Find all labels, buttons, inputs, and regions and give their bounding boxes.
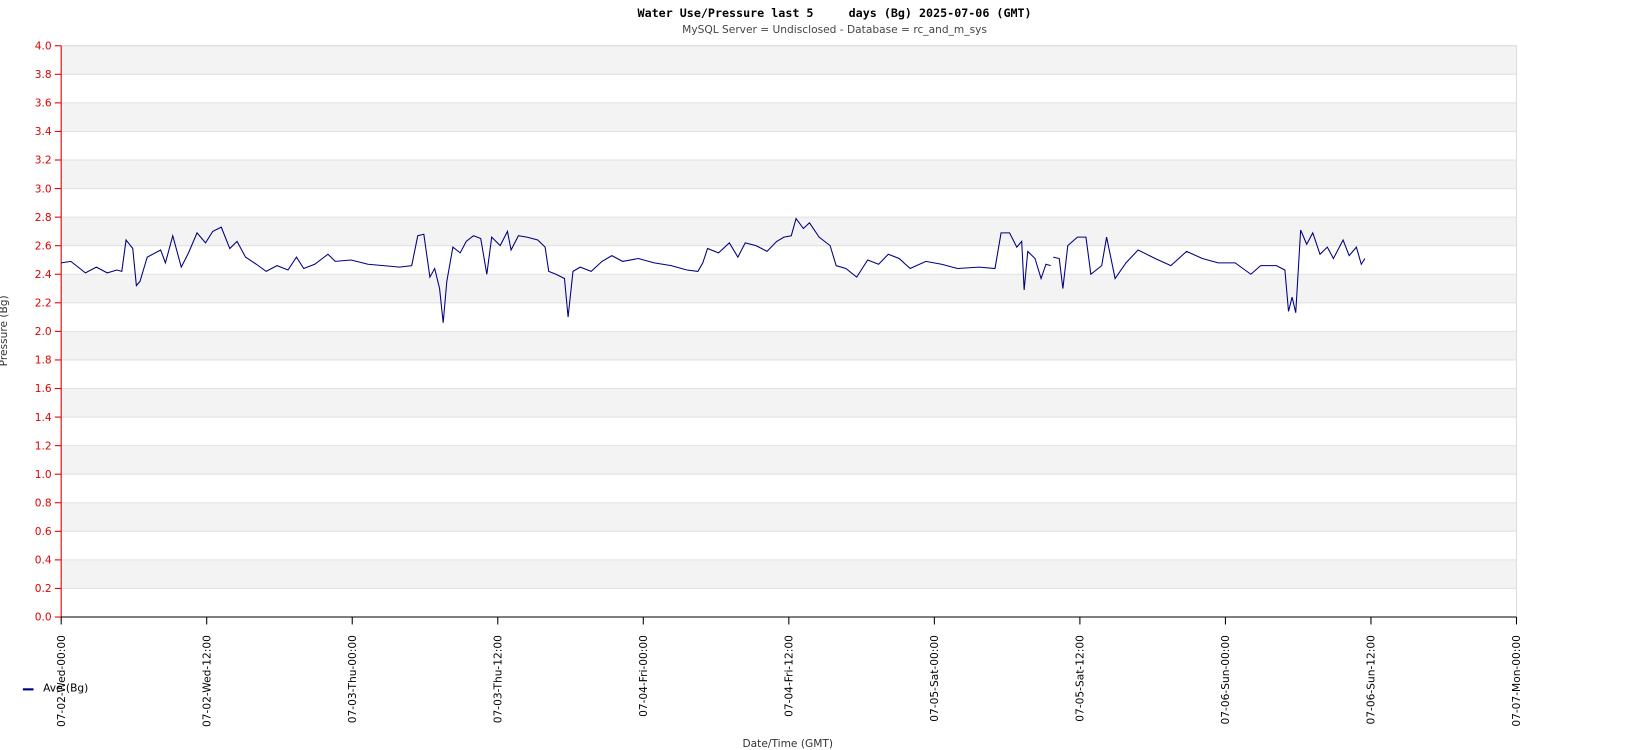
grid-band [61,474,1517,503]
grid-band [61,74,1517,103]
grid-band [61,45,1517,75]
grid-band [61,131,1517,161]
grid-band [61,502,1517,532]
grid-band [61,245,1517,275]
y-tick-label: 2.4 [35,268,52,281]
chart-title: Water Use/Pressure last 5 days (Bg) 2025… [638,6,1032,20]
y-tick-label: 0.8 [35,496,52,509]
grid-band [61,302,1517,332]
grid-band [61,160,1517,189]
y-tick-label: 3.0 [35,182,52,195]
y-tick-label: 1.8 [35,354,52,367]
x-tick-label: 07-06-Sun-12:00 [1365,635,1378,725]
y-tick-label: 3.8 [35,68,52,81]
y-axis-label: Pressure (Bg) [0,295,10,366]
grid-band [61,217,1517,246]
legend-label: Ave (Bg) [43,681,88,694]
grid-band [61,274,1517,303]
grid-band [61,188,1517,218]
y-tick-label: 0.2 [35,582,52,595]
y-tick-label: 0.6 [35,525,52,538]
y-tick-label: 1.4 [35,411,52,424]
y-tick-label: 2.2 [35,297,52,310]
y-tick-label: 2.8 [35,211,52,224]
y-tick-label: 1.2 [35,439,52,452]
x-tick-label: 07-04-Fri-12:00 [783,635,796,717]
x-tick-label: 07-06-Sun-00:00 [1219,635,1232,725]
y-tick-label: 2.0 [35,325,52,338]
grid-band [61,559,1517,589]
y-tick-label: 1.6 [35,382,52,395]
x-axis-label: Date/Time (GMT) [742,737,833,750]
grid-band [61,102,1517,132]
x-tick-label: 07-02-Wed-00:00 [55,635,68,727]
grid-band [61,331,1517,360]
grid-band [61,445,1517,475]
y-tick-label: 1.0 [35,468,52,481]
grid-band [61,531,1517,560]
data-line [61,217,1366,323]
chart-subtitle: MySQL Server = Undisclosed - Database = … [682,23,987,36]
y-tick-label: 0.0 [35,611,52,624]
grid-band [61,417,1517,446]
x-tick-label: 07-02-Wed-12:00 [200,635,213,727]
y-tick-label: 0.4 [35,554,52,567]
y-tick-label: 4.0 [35,39,52,52]
y-tick-label: 3.6 [35,97,52,110]
x-tick-label: 07-04-Fri-00:00 [637,635,650,717]
x-tick-label: 07-05-Sat-00:00 [928,635,941,722]
y-tick-label: 3.2 [35,154,52,167]
y-tick-label: 2.6 [35,239,52,252]
grid-band [61,388,1517,418]
x-tick-label: 07-03-Thu-00:00 [346,635,359,723]
grid-band [61,588,1517,618]
y-tick-label: 3.4 [35,125,52,138]
x-tick-label: 07-03-Thu-12:00 [491,635,504,723]
x-tick-label: 07-07-Mon-00:00 [1510,635,1523,727]
grid-band [61,359,1517,389]
x-tick-label: 07-05-Sat-12:00 [1074,635,1087,722]
